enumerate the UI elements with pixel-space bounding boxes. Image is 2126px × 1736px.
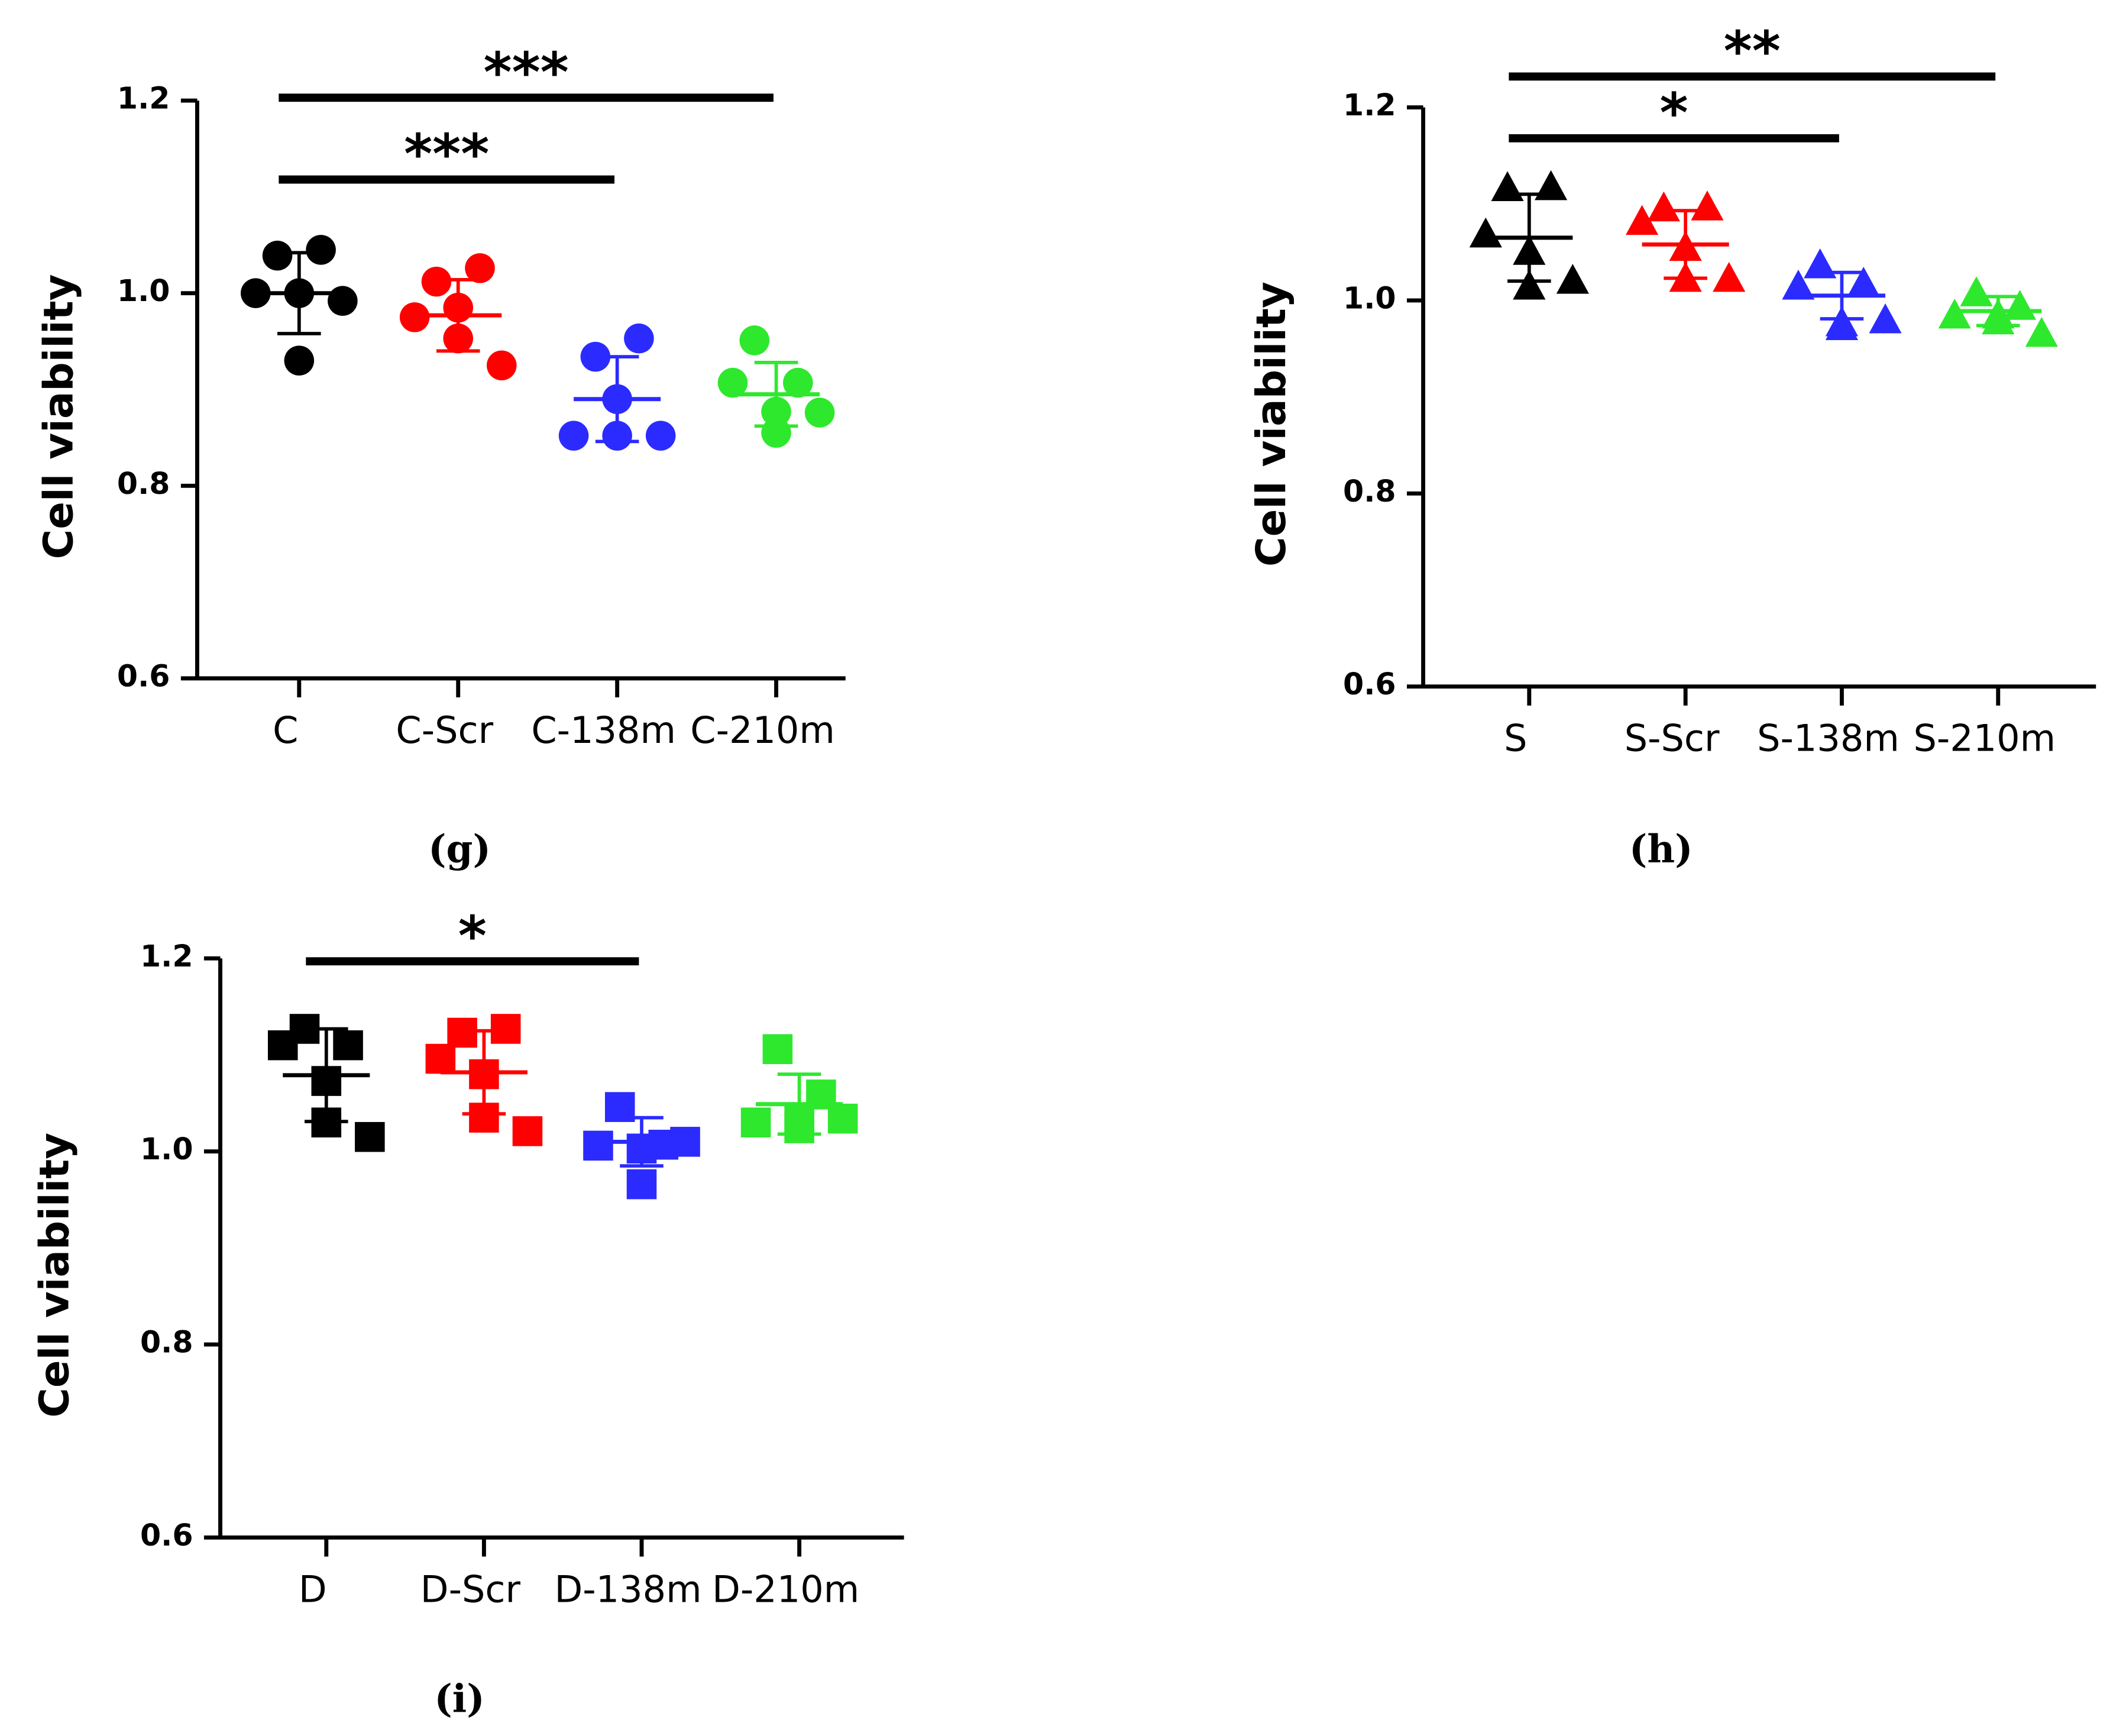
- y-tick-label: 1.0: [117, 273, 170, 308]
- significance-label: *: [1660, 81, 1688, 144]
- data-point: [1469, 217, 1502, 248]
- significance-label: **: [1724, 20, 1781, 83]
- data-point: [1491, 171, 1524, 201]
- panel-label: (i): [434, 1677, 484, 1721]
- data-point: [262, 240, 293, 271]
- x-tick-label: C-Scr: [396, 709, 493, 752]
- y-tick-label: 0.8: [1343, 474, 1396, 509]
- panel-label: (g): [428, 827, 491, 872]
- y-tick-label: 0.6: [140, 1518, 193, 1553]
- data-point: [486, 350, 517, 381]
- data-point: [333, 1030, 363, 1061]
- x-tick-label: D-Scr: [420, 1567, 521, 1611]
- data-point: [717, 367, 748, 398]
- y-tick-label: 0.8: [140, 1325, 193, 1360]
- data-point: [804, 397, 835, 428]
- y-tick-label: 0.6: [117, 658, 170, 693]
- data-point: [1713, 261, 1746, 292]
- y-tick-label: 1.2: [117, 81, 170, 116]
- x-tick-label: S-138m: [1757, 717, 1900, 760]
- data-point: [490, 1014, 521, 1044]
- data-point: [645, 421, 676, 451]
- data-point: [624, 323, 654, 354]
- data-point: [355, 1121, 385, 1152]
- significance-label: ***: [404, 122, 489, 186]
- data-point: [740, 1107, 771, 1138]
- data-point: [1513, 269, 1546, 300]
- y-tick-label: 1.0: [1343, 280, 1396, 315]
- data-point: [421, 266, 452, 297]
- data-point: [512, 1116, 543, 1146]
- data-point: [783, 367, 813, 398]
- data-point: [1691, 190, 1724, 221]
- data-point: [558, 421, 589, 451]
- x-tick-label: C: [273, 709, 298, 752]
- data-point: [762, 1034, 793, 1065]
- data-point: [739, 325, 770, 355]
- data-point: [1626, 205, 1659, 235]
- x-tick-label: D: [299, 1567, 327, 1611]
- data-point: [306, 235, 336, 265]
- data-point: [1782, 269, 1815, 300]
- y-tick-label: 1.0: [140, 1132, 193, 1166]
- y-tick-label: 0.6: [1343, 667, 1396, 701]
- data-point: [425, 1043, 456, 1074]
- y-tick-label: 1.2: [1343, 88, 1396, 122]
- data-point: [328, 286, 358, 316]
- data-point: [1556, 264, 1589, 294]
- x-tick-label: S-Scr: [1625, 717, 1720, 760]
- data-point: [1647, 191, 1680, 222]
- x-tick-label: S: [1504, 717, 1527, 760]
- data-point: [284, 345, 315, 376]
- data-point: [1960, 276, 1993, 306]
- panel-label: (h): [1629, 827, 1693, 872]
- x-tick-label: D-210m: [712, 1567, 859, 1611]
- x-tick-label: S-210m: [1913, 717, 2056, 760]
- x-tick-label: C-210m: [690, 709, 835, 752]
- data-point: [1869, 303, 1902, 334]
- data-point: [2025, 316, 2058, 347]
- y-axis-label: Cell viability: [31, 1133, 79, 1418]
- y-tick-label: 1.2: [140, 939, 193, 974]
- data-point: [2003, 290, 2037, 320]
- data-point: [1847, 266, 1880, 297]
- y-axis-label: Cell viability: [35, 274, 83, 560]
- data-point: [1938, 298, 1971, 329]
- significance-label: *: [458, 904, 487, 968]
- data-point: [626, 1169, 657, 1200]
- data-point: [583, 1130, 613, 1161]
- data-point: [465, 253, 495, 283]
- x-tick-label: D-138m: [555, 1567, 702, 1611]
- data-point: [1825, 306, 1859, 337]
- x-tick-label: C-138m: [531, 709, 676, 752]
- data-point: [447, 1017, 477, 1048]
- data-point: [267, 1030, 298, 1061]
- data-point: [827, 1103, 858, 1134]
- y-tick-label: 0.8: [117, 466, 170, 501]
- significance-label: ***: [484, 41, 569, 104]
- y-axis-label: Cell viability: [1248, 282, 1295, 567]
